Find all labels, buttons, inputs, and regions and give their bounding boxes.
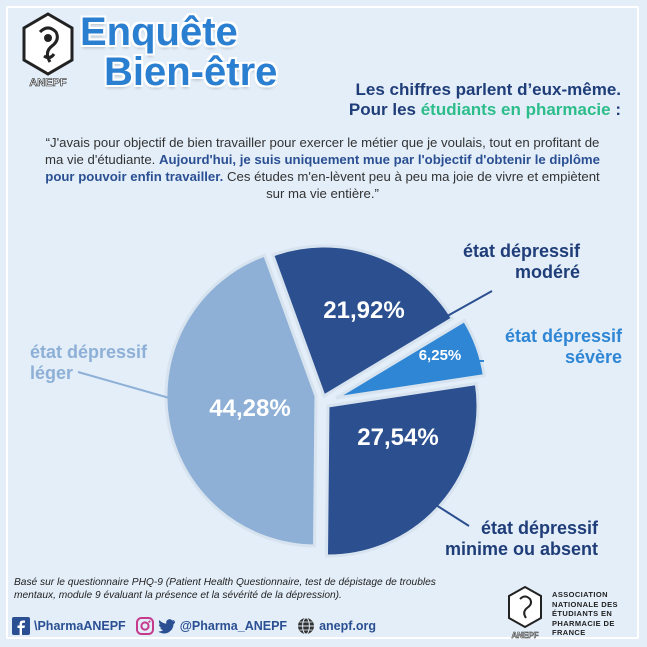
- globe-icon: [298, 617, 315, 635]
- slice-value-label: 21,92%: [323, 297, 404, 324]
- website-link[interactable]: anepf.org: [297, 617, 376, 635]
- title-line-2: Bien-être: [104, 50, 278, 94]
- association-line: PHARMACIE DE: [552, 618, 615, 628]
- facebook-icon: [12, 617, 30, 635]
- slice-value-label: 27,54%: [357, 424, 438, 451]
- anepf-logo: ANEPF: [22, 12, 74, 89]
- twitter-icon: [157, 619, 175, 634]
- facebook-handle: \PharmaANEPF: [34, 619, 126, 633]
- leader-line: [432, 290, 493, 325]
- facebook-link[interactable]: \PharmaANEPF: [12, 617, 126, 635]
- subtitle-prefix: Pour les: [348, 100, 421, 119]
- quote-part-3: Ces études m'en-lèvent peu à peu ma joie…: [223, 169, 600, 201]
- association-line: ÉTUDIANTS EN: [552, 609, 613, 618]
- slice-category-label: état dépressif: [481, 518, 599, 538]
- slice-category-label: modéré: [515, 262, 580, 282]
- association-logo-text: ANEPF: [511, 631, 538, 640]
- logo-text: ANEPF: [29, 77, 67, 89]
- subtitle-highlight: étudiants en pharmacie: [420, 100, 611, 119]
- association-line: NATIONALE DES: [552, 599, 618, 609]
- association-name: ASSOCIATION NATIONALE DES ÉTUDIANTS EN P…: [552, 590, 618, 638]
- social-links: \PharmaANEPF @Pharma_ANEPF anepf.org: [12, 615, 386, 637]
- slice-category-label: minime ou absent: [445, 539, 598, 559]
- pie-slice: [335, 318, 487, 400]
- slice-category-label: état dépressif: [463, 241, 581, 261]
- testimonial-quote: “J'avais pour objectif de bien travaille…: [40, 134, 605, 202]
- leader-line: [424, 497, 470, 527]
- slice-category-label: léger: [30, 363, 73, 383]
- title-line-1: Enquête: [80, 10, 238, 54]
- slice-category-label: état dépressif: [505, 326, 623, 346]
- leader-line: [77, 371, 202, 408]
- instagram-icon: [135, 617, 154, 635]
- slice-category-label: état dépressif: [30, 342, 148, 362]
- association-line: ASSOCIATION: [552, 590, 608, 599]
- subtitle-line-1: Les chiffres parlent d’eux-même.: [355, 80, 621, 99]
- instagram-twitter-handle: @Pharma_ANEPF: [179, 619, 288, 633]
- subtitle-line-2: Pour les étudiants en pharmacie :: [349, 100, 621, 120]
- association-logo: ANEPF: [508, 585, 542, 640]
- website-url: anepf.org: [319, 619, 377, 633]
- instagram-twitter-link[interactable]: @Pharma_ANEPF: [135, 617, 288, 635]
- page-frame: [6, 6, 639, 639]
- slice-category-label: sévère: [565, 347, 622, 367]
- slice-value-label: 6,25%: [419, 347, 462, 364]
- quote-part-2: Aujourd'hui, je suis uniquement mue par …: [45, 152, 600, 184]
- pie-slice: [270, 244, 455, 399]
- slice-value-label: 44,28%: [209, 395, 290, 422]
- footnote: Basé sur le questionnaire PHQ-9 (Patient…: [14, 577, 436, 601]
- association-line: FRANCE: [552, 628, 586, 637]
- pie-slice: [164, 253, 318, 548]
- subtitle-suffix: :: [610, 100, 621, 119]
- pie-slice: [324, 381, 480, 558]
- quote-part-1: “J'avais pour objectif de bien travaille…: [45, 135, 600, 167]
